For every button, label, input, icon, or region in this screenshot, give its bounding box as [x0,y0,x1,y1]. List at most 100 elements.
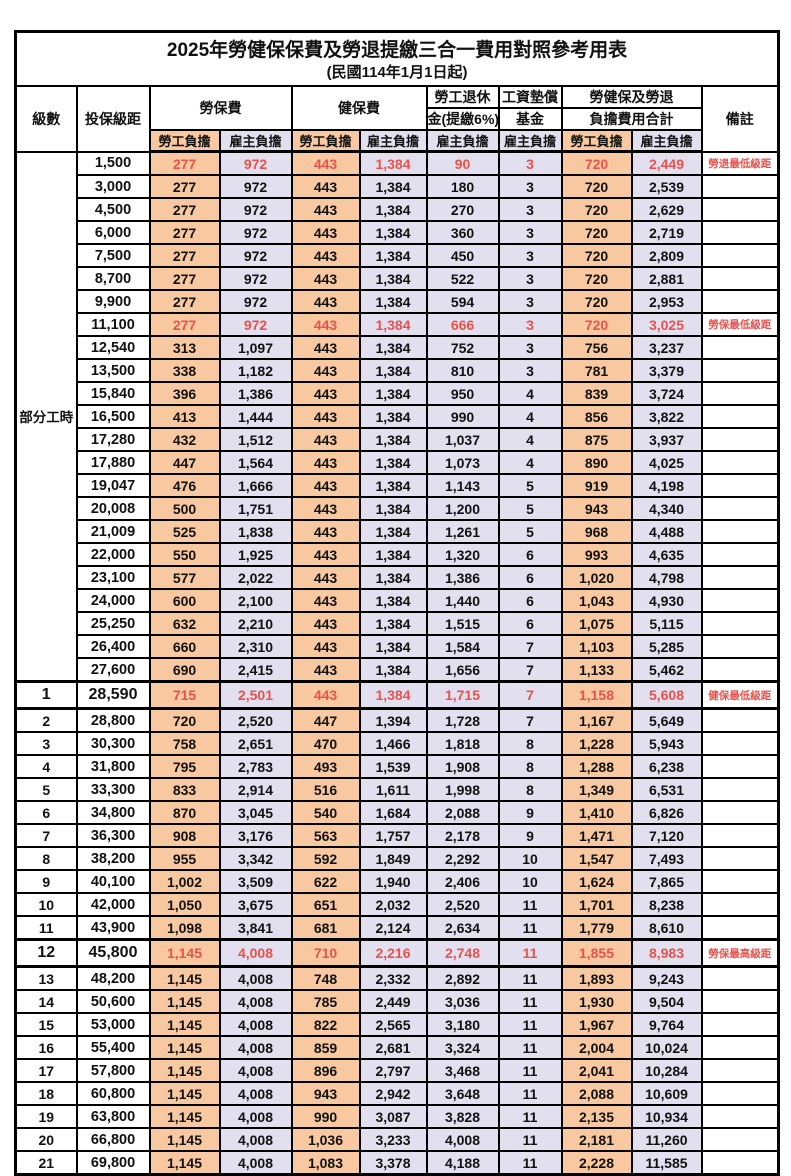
cell-total_emp: 1,043 [560,588,633,613]
cell-fund_er: 3 [497,243,563,268]
subheader-row: 勞工負擔 雇主負擔 勞工負擔 雇主負擔 雇主負擔 雇主負擔 勞工負擔 雇主負擔 [16,129,779,153]
cell-bracket: 21,009 [75,519,151,544]
cell-labor_er: 972 [218,197,293,222]
cell-total_emp: 756 [560,335,633,360]
cell-remark [700,823,780,848]
cell-health_er: 2,332 [358,965,428,991]
cell-fund_er: 11 [497,1104,563,1129]
subheader-total-employer: 雇主負擔 [630,129,703,153]
cell-pension_er: 2,406 [425,869,500,894]
cell-labor_er: 972 [218,312,293,337]
cell-health_er: 3,233 [358,1127,428,1152]
table-row: 2 28,800 720 2,520 447 1,394 1,728 7 1,167 5,649 [14,707,780,733]
subheader-health-employer: 雇主負擔 [358,129,428,153]
cell-health_emp: 516 [290,777,361,802]
col-header-pension-line2: 金(提繳6%) [425,107,500,131]
cell-total_emp: 2,181 [560,1127,633,1152]
cell-labor_emp: 277 [148,197,221,222]
cell-total_er: 4,488 [630,519,703,544]
cell-health_emp: 443 [290,312,361,337]
cell-fund_er: 10 [497,846,563,871]
cell-level: 7 [14,823,78,848]
table-row: 17,280 432 1,512 443 1,384 1,037 4 875 3,937 [16,427,780,452]
cell-health_er: 1,384 [358,220,428,245]
subheader-total-employee: 勞工負擔 [560,129,633,153]
cell-labor_er: 3,045 [218,800,293,825]
premium-reference-table: 2025年勞健保保費及勞退提繳三合一費用對照參考用表 (民國114年1月1日起)… [14,30,781,1176]
cell-bracket: 1,500 [75,150,151,176]
cell-total_er: 6,238 [630,754,703,779]
cell-total_er: 2,809 [630,243,703,268]
cell-total_emp: 2,041 [560,1058,633,1083]
table-row: 13,500 338 1,182 443 1,384 810 3 781 3,379 [16,358,780,383]
cell-bracket: 8,700 [75,266,151,291]
cell-fund_er: 6 [497,565,563,590]
table-row: 19 63,800 1,145 4,008 990 3,087 3,828 11 2,135 10… [14,1104,780,1129]
cell-total_er: 2,719 [630,220,703,245]
cell-total_er: 10,609 [630,1081,703,1106]
cell-labor_emp: 1,098 [148,915,221,941]
cell-health_emp: 540 [290,800,361,825]
cell-fund_er: 3 [497,150,563,176]
cell-labor_er: 972 [218,289,293,314]
cell-labor_er: 972 [218,220,293,245]
cell-health_emp: 443 [290,680,361,710]
cell-health_er: 2,797 [358,1058,428,1083]
cell-health_emp: 443 [290,496,361,521]
cell-labor_emp: 715 [148,680,221,710]
cell-pension_er: 950 [425,381,500,406]
cell-labor_er: 4,008 [218,1035,293,1060]
cell-pension_er: 990 [425,404,500,429]
cell-labor_emp: 277 [148,243,221,268]
cell-total_er: 5,608 [630,680,703,710]
cell-total_er: 8,610 [630,915,703,941]
cell-labor_emp: 632 [148,611,221,636]
cell-labor_er: 972 [218,243,293,268]
cell-total_emp: 1,967 [560,1012,633,1037]
cell-bracket: 13,500 [75,358,151,383]
cell-remark [700,1150,780,1176]
cell-health_er: 1,384 [358,335,428,360]
cell-health_emp: 592 [290,846,361,871]
col-header-total-line1: 勞健保及勞退 [560,85,703,109]
cell-fund_er: 11 [497,1035,563,1060]
cell-pension_er: 1,261 [425,519,500,544]
cell-labor_emp: 720 [148,707,221,733]
cell-labor_er: 4,008 [218,1150,293,1176]
cell-labor_emp: 955 [148,846,221,871]
cell-health_emp: 443 [290,427,361,452]
cell-total_er: 3,937 [630,427,703,452]
cell-remark [700,989,780,1014]
table-row: 9 40,100 1,002 3,509 622 1,940 2,406 10 1,624 7,8… [14,869,780,894]
cell-health_emp: 1,083 [290,1150,361,1176]
cell-total_er: 3,822 [630,404,703,429]
cell-level: 1 [14,680,78,710]
cell-total_er: 6,531 [630,777,703,802]
cell-health_emp: 443 [290,657,361,683]
cell-health_er: 1,384 [358,427,428,452]
cell-bracket: 27,600 [75,657,151,683]
cell-remark [700,1058,780,1083]
table-row: 8,700 277 972 443 1,384 522 3 720 2,881 [16,266,780,291]
cell-total_emp: 1,075 [560,611,633,636]
cell-total_emp: 720 [560,312,633,337]
cell-health_er: 1,611 [358,777,428,802]
cell-fund_er: 5 [497,473,563,498]
title-cell: 2025年勞健保保費及勞退提繳三合一費用對照參考用表 (民國114年1月1日起) [14,30,780,87]
cell-health_er: 1,384 [358,404,428,429]
cell-bracket: 23,100 [75,565,151,590]
cell-total_emp: 1,893 [560,965,633,991]
cell-total_er: 2,953 [630,289,703,314]
cell-health_er: 1,940 [358,869,428,894]
table-row: 6 34,800 870 3,045 540 1,684 2,088 9 1,410 6,826 [14,800,780,825]
cell-total_emp: 720 [560,220,633,245]
cell-bracket: 16,500 [75,404,151,429]
cell-total_emp: 720 [560,289,633,314]
cell-level: 21 [14,1150,78,1176]
cell-labor_emp: 447 [148,450,221,475]
cell-labor_emp: 1,145 [148,1104,221,1129]
cell-health_er: 1,539 [358,754,428,779]
cell-total_emp: 993 [560,542,633,567]
cell-fund_er: 11 [497,965,563,991]
cell-pension_er: 450 [425,243,500,268]
